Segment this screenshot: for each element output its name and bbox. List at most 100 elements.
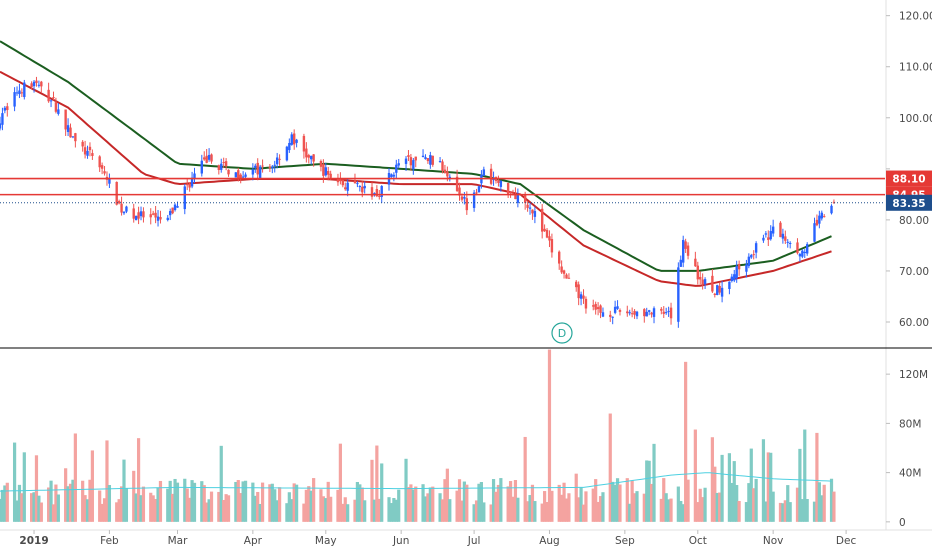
candle-body	[302, 135, 306, 152]
volume-bar	[528, 495, 532, 522]
time-axis-label: May	[315, 535, 337, 547]
candle-body	[669, 307, 673, 319]
candle-body	[339, 178, 342, 182]
volume-bar	[234, 481, 238, 522]
candle-body	[183, 186, 186, 210]
volume-bar	[752, 488, 756, 522]
candle-body	[616, 306, 619, 309]
volume-bar	[798, 448, 802, 522]
interval-badge[interactable]: D	[551, 322, 573, 344]
candle-body	[701, 279, 704, 285]
candle-body	[662, 311, 665, 314]
volume-bar	[326, 481, 330, 522]
volume-bar	[3, 485, 7, 522]
price-axis-label: 70.00	[899, 266, 929, 278]
volume-bar	[302, 503, 306, 522]
volume-bar	[100, 503, 104, 522]
candle-body	[319, 161, 323, 167]
volume-bar	[5, 482, 9, 522]
candle-body	[718, 285, 721, 293]
volume-bar	[579, 487, 583, 522]
volume-bar	[720, 454, 724, 522]
volume-bar	[718, 492, 722, 522]
volume-bar	[409, 484, 413, 522]
candle-body	[771, 226, 775, 234]
candle-body	[703, 279, 707, 285]
candle-body	[752, 254, 755, 256]
volume-bar	[47, 487, 51, 522]
price-label-1: 88.10	[886, 170, 932, 187]
volume-bar	[209, 491, 214, 522]
volume-bar	[158, 480, 163, 522]
candle-body	[560, 266, 563, 273]
volume-bar	[754, 478, 758, 522]
candle-body	[83, 147, 87, 155]
volume-bar	[205, 502, 209, 522]
candle-body	[713, 293, 717, 295]
volume-bar	[730, 482, 734, 522]
volume-bar	[85, 499, 90, 522]
candle-body	[694, 258, 697, 267]
volume-bar	[321, 496, 325, 522]
candle-body	[356, 183, 359, 185]
candle-body	[35, 80, 38, 84]
candle-body	[499, 180, 503, 187]
volume-bar	[525, 501, 530, 522]
volume-bar	[56, 494, 60, 522]
candle-body	[358, 185, 362, 188]
candle-body	[336, 178, 340, 183]
candle-body	[647, 310, 651, 312]
volume-bar	[341, 503, 345, 522]
volume-bar	[64, 468, 68, 522]
candle-body	[3, 107, 7, 111]
volume-bar	[243, 480, 248, 522]
candle-body	[584, 298, 588, 309]
candle-body	[88, 146, 92, 151]
volume-bar	[496, 484, 501, 522]
candle-body	[628, 312, 631, 314]
candle-body	[227, 169, 230, 175]
candle-body	[23, 82, 26, 98]
volume-bar	[183, 478, 187, 522]
candle-body	[728, 281, 731, 289]
candle-body	[796, 242, 799, 254]
candle-body	[567, 277, 571, 279]
volume-bar	[168, 480, 172, 522]
price-label-bg	[886, 170, 932, 187]
volume-bar	[134, 493, 138, 522]
volume-bar	[749, 448, 753, 522]
volume-bar	[428, 487, 432, 522]
candle-body	[664, 312, 668, 314]
volume-bar	[132, 470, 136, 522]
volume-bar	[51, 504, 56, 522]
candle-body	[341, 180, 345, 186]
volume-bar	[815, 432, 819, 522]
candle-body	[52, 97, 55, 99]
candle-body	[188, 183, 191, 188]
candle-body	[15, 92, 19, 94]
volume-bar	[574, 473, 578, 522]
candle-body	[764, 233, 768, 235]
volume-bar	[800, 499, 804, 522]
candle-body	[370, 187, 374, 197]
volume-bar	[411, 489, 415, 522]
candle-body	[273, 164, 276, 166]
moving-average-line-1	[0, 40, 832, 272]
volume-bar	[406, 487, 411, 522]
axis-layer	[0, 0, 932, 531]
volume-bar	[295, 484, 299, 522]
candle-body	[735, 266, 738, 279]
volume-bar	[805, 499, 809, 522]
candle-body	[237, 170, 240, 179]
time-axis-label: Dec	[836, 535, 857, 547]
candle-body	[626, 311, 629, 314]
interval-badge-circle[interactable]	[551, 322, 573, 344]
candle-body	[769, 230, 772, 240]
candle-body	[540, 208, 544, 232]
candle-body	[711, 275, 714, 292]
candle-body	[224, 161, 228, 167]
volume-bar	[744, 502, 749, 522]
volume-bar	[686, 479, 690, 522]
candle-body	[149, 214, 152, 218]
price-label-text: 83.35	[892, 198, 925, 210]
